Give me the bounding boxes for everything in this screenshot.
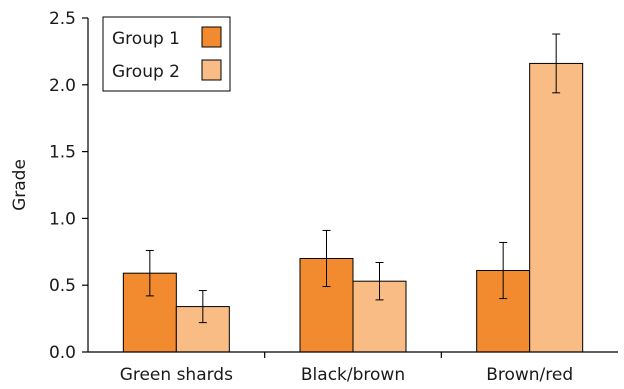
y-tick-label: 1.0: [49, 209, 76, 229]
x-tick-label: Green shards: [120, 365, 233, 385]
x-tick-label: Brown/red: [486, 365, 573, 385]
x-tick-label: Black/brown: [301, 365, 405, 385]
legend-swatch: [201, 26, 222, 48]
bars-layer: [122, 62, 584, 353]
bar-group-2: [352, 280, 407, 353]
legend-label: Group 1: [112, 29, 180, 49]
x-ticks: Green shards Black/brown Brown/red: [120, 352, 573, 385]
y-tick-label: 2.5: [49, 9, 76, 29]
y-tick-label: 0.5: [49, 276, 76, 296]
bar-group-2: [529, 62, 584, 353]
y-ticks: 0.0 0.5 1.0 1.5 2.0 2.5: [49, 9, 88, 363]
y-tick-label: 1.5: [49, 143, 76, 163]
legend: Group 1 Group 2: [102, 16, 231, 92]
legend-label: Group 2: [112, 62, 180, 82]
y-tick-label: 2.0: [49, 76, 76, 96]
y-axis-title: Grade: [10, 159, 30, 211]
y-tick-label: 0.0: [49, 343, 76, 363]
error-bars-layer: [145, 33, 561, 324]
legend-swatch: [201, 59, 222, 81]
